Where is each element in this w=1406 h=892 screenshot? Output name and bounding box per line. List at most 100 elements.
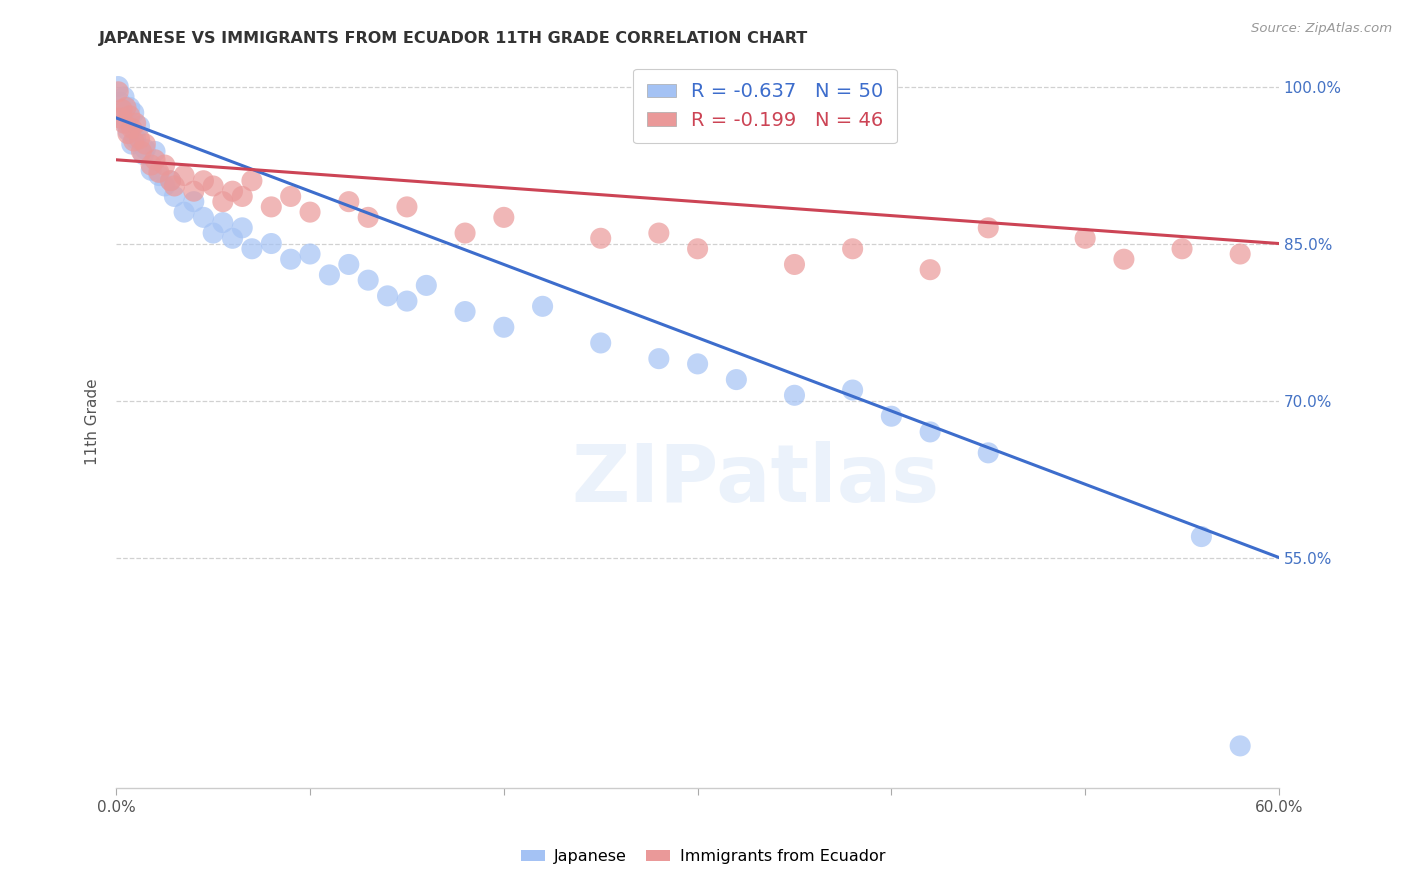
Point <box>122 134 145 148</box>
Point <box>299 247 322 261</box>
Point <box>111 109 134 123</box>
Point <box>337 257 360 271</box>
Point <box>173 169 195 183</box>
Point <box>118 109 141 123</box>
Point <box>920 262 942 277</box>
Point <box>122 105 145 120</box>
Point <box>415 278 437 293</box>
Point <box>183 184 205 198</box>
Point <box>108 95 131 110</box>
Point <box>163 189 186 203</box>
Point <box>240 242 263 256</box>
Point <box>134 137 156 152</box>
Text: JAPANESE VS IMMIGRANTS FROM ECUADOR 11TH GRADE CORRELATION CHART: JAPANESE VS IMMIGRANTS FROM ECUADOR 11TH… <box>98 31 807 46</box>
Point <box>1229 739 1251 753</box>
Point <box>880 409 903 424</box>
Point <box>202 226 225 240</box>
Point <box>124 132 146 146</box>
Legend: Japanese, Immigrants from Ecuador: Japanese, Immigrants from Ecuador <box>515 843 891 871</box>
Point <box>454 304 477 318</box>
Point <box>202 178 225 193</box>
Legend: R = -0.637   N = 50, R = -0.199   N = 46: R = -0.637 N = 50, R = -0.199 N = 46 <box>633 69 897 144</box>
Point <box>131 145 153 159</box>
Point <box>159 174 181 188</box>
Point <box>783 388 806 402</box>
Point <box>231 220 253 235</box>
Point <box>143 145 166 159</box>
Text: ZIPatlas: ZIPatlas <box>572 441 939 519</box>
Point <box>115 116 138 130</box>
Point <box>531 299 554 313</box>
Point <box>143 153 166 167</box>
Point <box>977 446 1000 460</box>
Y-axis label: 11th Grade: 11th Grade <box>86 378 100 465</box>
Point <box>134 142 156 156</box>
Point <box>193 174 215 188</box>
Point <box>124 116 146 130</box>
Point <box>141 163 163 178</box>
Point <box>1229 247 1251 261</box>
Point <box>841 242 863 256</box>
Point <box>280 252 302 267</box>
Point <box>115 100 138 114</box>
Point <box>107 79 129 94</box>
Point <box>108 111 131 125</box>
Point <box>111 103 134 117</box>
Point <box>128 120 150 134</box>
Point <box>357 211 380 225</box>
Point <box>299 205 322 219</box>
Point <box>260 236 283 251</box>
Point <box>395 294 418 309</box>
Point <box>231 189 253 203</box>
Point <box>1189 530 1212 544</box>
Point <box>454 226 477 240</box>
Point <box>148 169 170 183</box>
Point <box>686 357 709 371</box>
Point <box>159 174 181 188</box>
Point <box>153 158 176 172</box>
Point <box>112 90 135 104</box>
Point <box>173 205 195 219</box>
Point <box>337 194 360 209</box>
Point <box>1074 231 1097 245</box>
Point <box>148 165 170 179</box>
Point <box>107 85 129 99</box>
Point <box>920 425 942 439</box>
Point <box>492 211 515 225</box>
Point <box>221 184 243 198</box>
Point <box>153 178 176 193</box>
Point <box>141 158 163 172</box>
Point <box>977 220 1000 235</box>
Point <box>589 231 612 245</box>
Point <box>112 116 135 130</box>
Point <box>128 132 150 146</box>
Point <box>318 268 340 282</box>
Text: Source: ZipAtlas.com: Source: ZipAtlas.com <box>1251 22 1392 36</box>
Point <box>221 231 243 245</box>
Point <box>132 147 155 161</box>
Point <box>260 200 283 214</box>
Point <box>163 178 186 193</box>
Point <box>211 194 233 209</box>
Point <box>357 273 380 287</box>
Point <box>1112 252 1135 267</box>
Point <box>193 211 215 225</box>
Point <box>121 121 143 136</box>
Point <box>377 289 399 303</box>
Point <box>589 335 612 350</box>
Point <box>280 189 302 203</box>
Point <box>648 226 671 240</box>
Point <box>686 242 709 256</box>
Point <box>648 351 671 366</box>
Point <box>783 257 806 271</box>
Point <box>211 216 233 230</box>
Point <box>492 320 515 334</box>
Point <box>725 373 748 387</box>
Point <box>118 100 141 114</box>
Point <box>395 200 418 214</box>
Point <box>117 127 139 141</box>
Point <box>121 137 143 152</box>
Point <box>841 383 863 397</box>
Point <box>1171 242 1194 256</box>
Point <box>240 174 263 188</box>
